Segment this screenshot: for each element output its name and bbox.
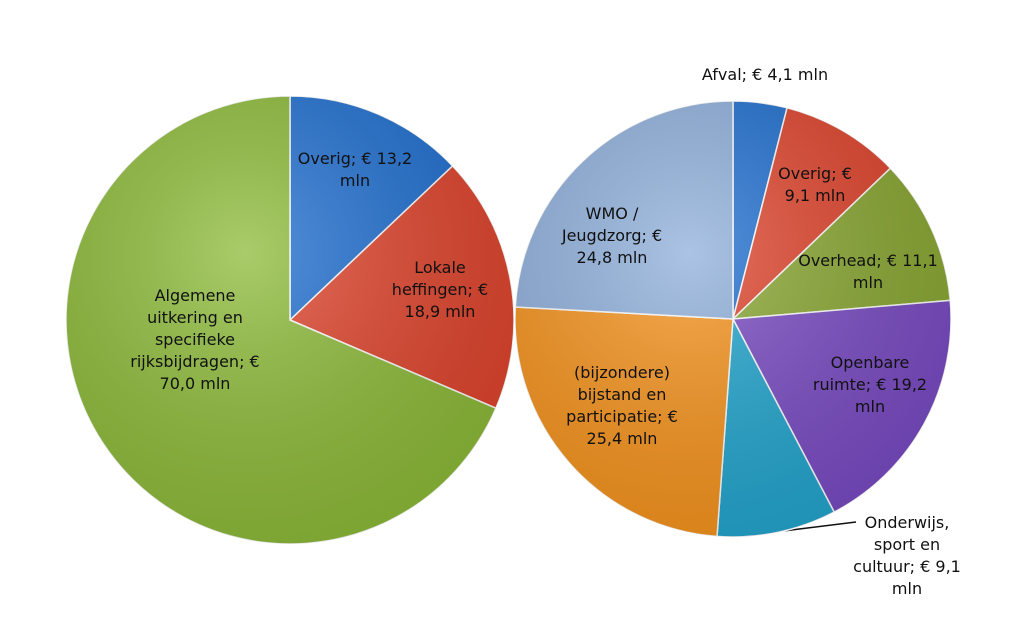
- slice-label: Afval; € 4,1 mln: [701, 65, 829, 84]
- slice-label: Onderwijs, sport en cultuur; € 9,1 mln: [853, 513, 961, 598]
- slice-label: Openbare ruimte; € 19,2 mln: [812, 353, 928, 416]
- slice-label: WMO / Jeugdzorg; € 24,8 mln: [561, 204, 663, 267]
- slice-label: Algemene uitkering en specifieke rijksbi…: [130, 286, 260, 393]
- slice-label: Overhead; € 11,1 mln: [798, 251, 938, 292]
- slice-label: Lokale heffingen; € 18,9 mln: [391, 258, 489, 321]
- slice-label: (bijzondere) bijstand en participatie; €…: [566, 363, 678, 448]
- slice-label: Overig; € 9,1 mln: [778, 164, 852, 205]
- slice-label: Overig; € 13,2 mln: [297, 149, 413, 190]
